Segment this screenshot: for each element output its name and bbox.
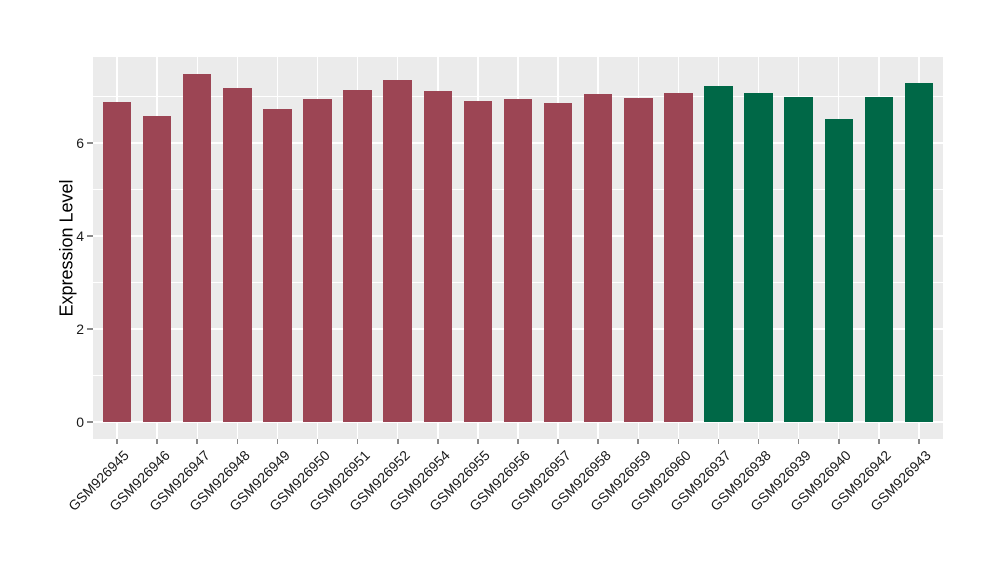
x-tick-mark xyxy=(797,439,800,444)
x-tick-mark xyxy=(597,439,599,444)
x-tick-mark xyxy=(236,439,239,444)
y-tick-label: 6 xyxy=(76,134,84,151)
bar-GSM926960 xyxy=(664,92,693,422)
bar-GSM926951 xyxy=(343,89,372,422)
bar-GSM926948 xyxy=(223,88,252,422)
bar-GSM926958 xyxy=(583,94,613,422)
x-tick-mark xyxy=(156,439,158,444)
bar-GSM926957 xyxy=(543,103,573,422)
x-tick-mark xyxy=(477,439,479,444)
bar-GSM926942 xyxy=(864,96,894,422)
bar-GSM926952 xyxy=(383,80,412,422)
y-tick-label: 0 xyxy=(76,413,84,430)
bar-GSM926949 xyxy=(263,109,292,422)
x-tick-mark xyxy=(557,439,559,444)
x-tick-mark xyxy=(116,439,118,444)
x-tick-mark xyxy=(316,439,319,444)
y-tick-label: 2 xyxy=(76,320,84,337)
y-tick-mark xyxy=(87,235,93,237)
x-tick-mark xyxy=(396,439,399,444)
x-tick-mark xyxy=(356,439,359,444)
y-tick-mark xyxy=(87,142,93,144)
x-tick-mark xyxy=(837,439,840,444)
x-tick-mark xyxy=(196,439,199,444)
x-tick-mark xyxy=(517,439,519,444)
x-tick-mark xyxy=(677,439,680,444)
bar-GSM926940 xyxy=(824,118,853,422)
bar-GSM926943 xyxy=(904,82,934,422)
x-tick-mark xyxy=(437,439,439,444)
x-tick-mark xyxy=(757,439,760,444)
x-tick-mark xyxy=(717,439,720,444)
bar-GSM926945 xyxy=(102,101,132,422)
bar-GSM926955 xyxy=(463,101,493,422)
bar-GSM926939 xyxy=(784,96,813,422)
bar-GSM926937 xyxy=(704,85,733,422)
bar-GSM926959 xyxy=(624,98,653,422)
x-tick-mark xyxy=(637,439,640,444)
x-tick-mark xyxy=(276,439,279,444)
bar-GSM926938 xyxy=(744,92,773,422)
plot-panel xyxy=(93,57,943,439)
x-tick-mark xyxy=(878,439,880,444)
y-tick-mark xyxy=(87,328,93,330)
y-axis-title: Expression Level xyxy=(56,179,77,317)
x-tick-mark xyxy=(918,439,920,444)
bar-GSM926954 xyxy=(423,90,453,422)
bar-GSM926956 xyxy=(503,98,533,422)
bar-GSM926950 xyxy=(303,98,332,422)
bar-GSM926946 xyxy=(142,116,172,422)
y-tick-mark xyxy=(87,421,93,423)
y-tick-label: 4 xyxy=(76,227,84,244)
bar-GSM926947 xyxy=(183,74,212,422)
